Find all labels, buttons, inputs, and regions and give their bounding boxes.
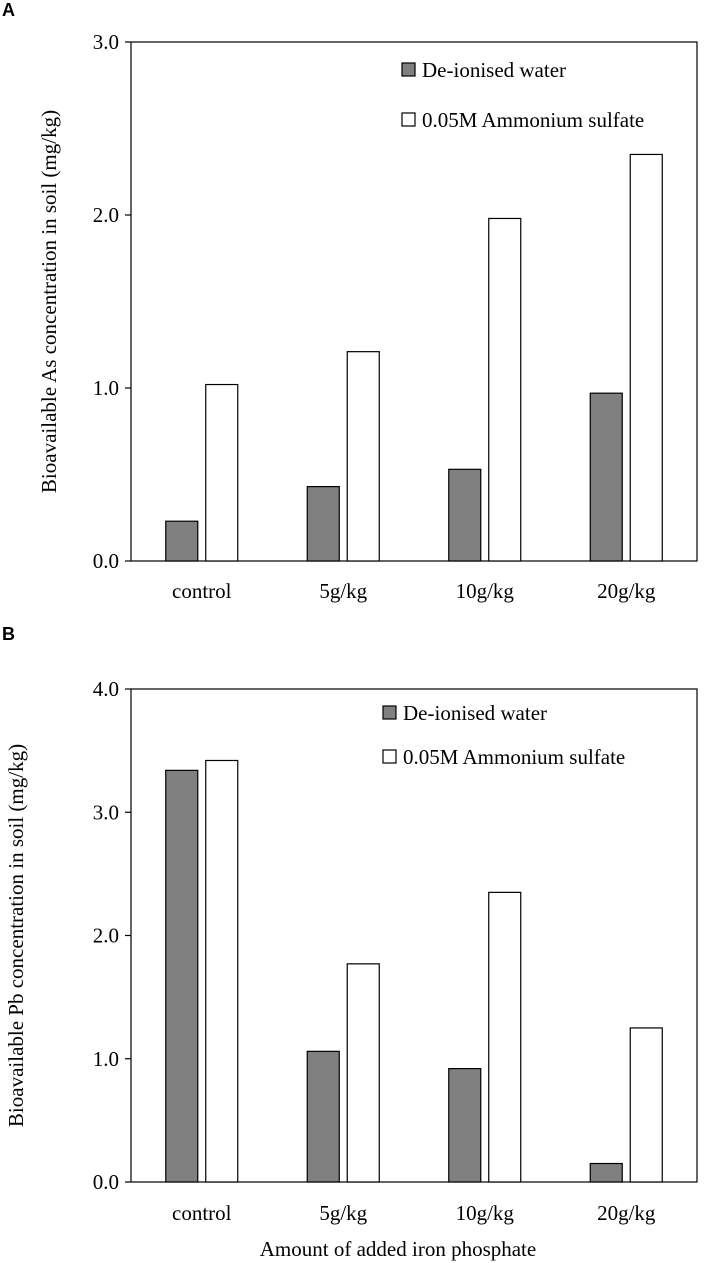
bar-ammonium-sulfate-1 xyxy=(346,963,380,1183)
y-tick-label: 2.0 xyxy=(93,203,119,227)
y-tick-label: 1.0 xyxy=(93,376,119,400)
legend-label: 0.05M Ammonium sulfate xyxy=(422,108,644,132)
y-tick-label: 3.0 xyxy=(93,30,119,54)
bar-ammonium-sulfate-2 xyxy=(488,891,522,1183)
x-category-label: control xyxy=(172,579,232,603)
bar-deionised-water-1 xyxy=(306,1050,340,1183)
bar-ammonium-sulfate-3 xyxy=(629,153,663,562)
plot-frame xyxy=(130,41,698,562)
bar-ammonium-sulfate-0 xyxy=(205,759,239,1183)
x-category-label: 10g/kg xyxy=(456,579,515,603)
x-category-label: control xyxy=(172,1201,232,1225)
y-tick-label: 2.0 xyxy=(93,924,119,948)
bar-ammonium-sulfate-1 xyxy=(346,351,380,562)
legend-label: De-ionised water xyxy=(422,58,566,82)
bar-deionised-water-0 xyxy=(165,769,199,1183)
chart-panel-a: A 0.0 1.0 2.0 3.0 control 5g/kg 10g/kg 20g/kg De-… xyxy=(2,0,698,603)
x-category-label: 5g/kg xyxy=(319,579,367,603)
x-category-label: 20g/kg xyxy=(597,579,656,603)
y-tick-label: 1.0 xyxy=(93,1047,119,1071)
y-axis-title: Bioavailable Pb concentration in soil (m… xyxy=(4,744,28,1127)
y-tick-label: 4.0 xyxy=(93,677,119,701)
y-tick-label: 0.0 xyxy=(93,549,119,573)
x-category-label: 10g/kg xyxy=(456,1201,515,1225)
y-tick-label: 3.0 xyxy=(93,800,119,824)
bar-ammonium-sulfate-3 xyxy=(629,1027,663,1183)
panel-letter: B xyxy=(2,624,15,644)
bar-deionised-water-0 xyxy=(165,520,199,562)
bar-deionised-water-2 xyxy=(448,1068,482,1183)
bar-ammonium-sulfate-0 xyxy=(205,383,239,562)
x-axis-title: Amount of added iron phosphate xyxy=(260,1237,536,1261)
x-category-label: 5g/kg xyxy=(319,1201,367,1225)
legend-swatch-deionised-water xyxy=(382,705,397,720)
bar-deionised-water-1 xyxy=(306,486,340,562)
y-axis-title: Bioavailable As concentration in soil (m… xyxy=(37,110,61,493)
bar-deionised-water-3 xyxy=(589,1162,623,1183)
bar-deionised-water-3 xyxy=(589,392,623,562)
legend-label: De-ionised water xyxy=(403,701,547,725)
bar-ammonium-sulfate-2 xyxy=(488,217,522,562)
y-tick-label: 0.0 xyxy=(93,1170,119,1194)
legend-label: 0.05M Ammonium sulfate xyxy=(403,745,625,769)
legend-swatch-ammonium-sulfate xyxy=(401,112,416,127)
legend-swatch-deionised-water xyxy=(401,62,416,77)
bar-deionised-water-2 xyxy=(448,468,482,562)
chart-panel-b: B 0.0 1.0 2.0 3.0 4.0 control 5g/kg 10g/kg 20g/kg… xyxy=(2,624,698,1261)
panel-letter: A xyxy=(2,0,15,20)
legend-swatch-ammonium-sulfate xyxy=(382,749,397,764)
x-category-label: 20g/kg xyxy=(597,1201,656,1225)
